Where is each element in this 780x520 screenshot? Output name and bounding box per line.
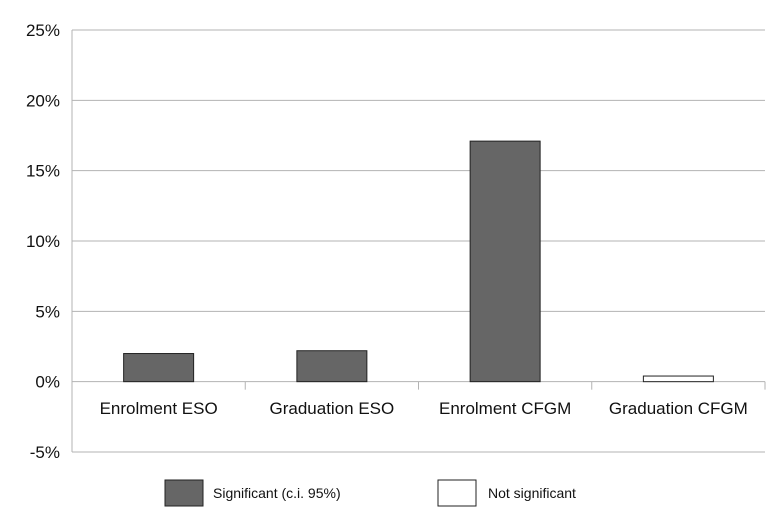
bars [123, 140, 714, 383]
legend-label-not-significant: Not significant [488, 485, 576, 501]
bar-graduation-cfgm [642, 375, 714, 383]
gridlines [71, 29, 766, 453]
y-tick-label: 5% [35, 302, 60, 321]
y-tick-label: 20% [26, 91, 60, 110]
x-axis-category-labels: Enrolment ESO Graduation ESO Enrolment CFG… [100, 399, 748, 418]
category-label: Enrolment ESO [100, 399, 218, 418]
legend: Significant (c.i. 95%) Not significant [164, 479, 576, 507]
category-label: Enrolment CFGM [439, 399, 571, 418]
y-tick-label: 15% [26, 162, 60, 181]
y-tick-label: 0% [35, 373, 60, 392]
category-label: Graduation ESO [270, 399, 395, 418]
y-tick-label: 25% [26, 21, 60, 40]
y-axis-tick-labels: 25% 20% 15% 10% 5% 0% -5% [26, 21, 60, 462]
legend-swatch-not-significant [437, 479, 477, 507]
legend-label-significant: Significant (c.i. 95%) [213, 485, 341, 501]
y-tick-label: -5% [30, 443, 60, 462]
y-tick-label: 10% [26, 232, 60, 251]
category-label: Graduation CFGM [609, 399, 748, 418]
bar-enrolment-cfgm [469, 140, 541, 383]
bar-graduation-eso [296, 350, 368, 383]
bar-enrolment-eso [123, 353, 195, 383]
legend-swatch-significant [164, 479, 204, 507]
